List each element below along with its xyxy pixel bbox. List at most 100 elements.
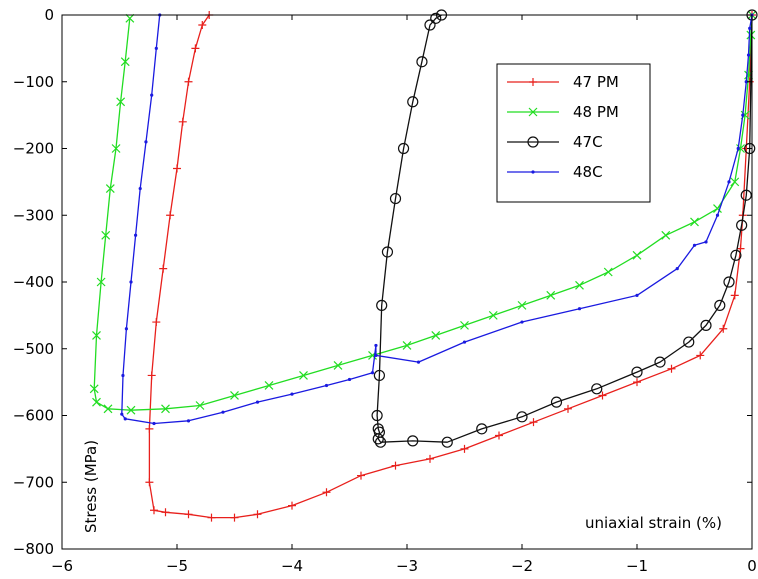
data-point — [116, 97, 126, 107]
data-point — [675, 267, 679, 271]
data-point — [161, 404, 170, 414]
data-point — [154, 46, 158, 50]
data-point — [333, 361, 343, 370]
legend-box — [496, 63, 651, 203]
legend-label: 47 PM — [573, 73, 619, 91]
data-point — [740, 189, 752, 201]
data-point — [426, 454, 434, 463]
data-point — [736, 244, 745, 253]
data-point — [407, 435, 419, 447]
data-point — [744, 142, 756, 155]
data-point — [299, 371, 308, 380]
data-point — [598, 391, 607, 400]
data-point — [517, 300, 527, 310]
data-point — [476, 423, 488, 435]
data-point — [373, 369, 385, 382]
data-point — [145, 478, 154, 487]
legend-marker — [528, 107, 538, 117]
data-point — [736, 219, 748, 231]
data-point — [683, 336, 695, 348]
data-point — [195, 401, 205, 410]
data-point — [120, 57, 130, 67]
data-point — [730, 291, 739, 300]
data-point — [516, 411, 528, 423]
data-point — [371, 409, 383, 422]
data-point — [357, 471, 365, 480]
data-point — [184, 510, 193, 519]
data-point — [253, 510, 262, 519]
y-tick-label: −800 — [13, 540, 54, 558]
data-point — [221, 410, 225, 414]
y-tick-label: −500 — [13, 340, 54, 358]
data-point — [374, 343, 378, 348]
data-point — [186, 419, 191, 423]
x-tick-label: 0 — [747, 557, 757, 575]
data-point — [696, 351, 705, 360]
y-axis-label: Stress (MPa) — [82, 440, 100, 533]
data-point — [741, 113, 745, 117]
data-point — [178, 117, 187, 126]
data-point — [230, 391, 239, 400]
data-point — [723, 276, 735, 288]
data-point — [150, 93, 154, 97]
data-point — [692, 243, 697, 247]
legend-entry-47c: 47C — [507, 133, 603, 151]
y-tick-label: −600 — [13, 407, 54, 425]
x-axis-label: uniaxial strain (%) — [585, 514, 722, 532]
y-tick-label: −300 — [13, 206, 54, 224]
legend-entry-48-pm: 48 PM — [507, 103, 619, 121]
data-point — [416, 56, 428, 68]
data-point — [460, 320, 469, 330]
data-point — [288, 501, 296, 510]
data-point — [161, 508, 170, 517]
y-tick-label: −400 — [13, 273, 54, 291]
data-point — [124, 327, 128, 331]
legend-marker — [529, 78, 537, 86]
y-tick-label: −200 — [13, 140, 54, 158]
data-point — [575, 280, 584, 290]
data-point — [748, 26, 752, 30]
data-point — [96, 277, 106, 287]
data-point — [546, 290, 556, 300]
data-point — [389, 192, 402, 205]
plot-area — [89, 9, 758, 522]
data-point — [129, 280, 133, 284]
data-point — [324, 383, 329, 388]
data-point — [441, 436, 453, 448]
axes: −6 −5 −4 −3 −2 −1 00−100−200−300−400−500−600−7… — [13, 6, 757, 575]
series-line — [376, 14, 753, 443]
data-point — [152, 318, 161, 327]
data-point — [431, 330, 441, 340]
series-48c — [120, 13, 754, 426]
data-point — [198, 21, 207, 30]
data-point — [372, 433, 384, 445]
x-tick-label: −6 — [51, 557, 73, 575]
x-tick-label: −5 — [166, 557, 188, 575]
data-point — [105, 184, 115, 193]
data-point — [520, 320, 524, 324]
data-point — [290, 392, 294, 396]
data-point — [166, 211, 175, 220]
data-point — [134, 233, 138, 237]
data-point — [460, 444, 469, 453]
data-point — [746, 53, 751, 57]
data-point — [402, 340, 412, 350]
data-point — [191, 44, 200, 53]
data-point — [397, 142, 410, 155]
data-point — [144, 140, 148, 144]
data-point — [145, 424, 154, 433]
data-point — [111, 144, 121, 153]
x-tick-label: −3 — [396, 557, 418, 575]
x-tick-label: −2 — [511, 557, 533, 575]
data-point — [631, 366, 643, 378]
data-point — [126, 405, 136, 415]
legend-entry-47-pm: 47 PM — [507, 73, 619, 91]
data-point — [89, 384, 99, 394]
y-tick-label: 0 — [44, 6, 54, 24]
data-point — [92, 330, 101, 340]
y-tick-label: −700 — [13, 473, 54, 491]
x-tick-label: −1 — [626, 557, 648, 575]
data-point — [577, 307, 582, 311]
data-point — [103, 404, 113, 414]
data-point — [121, 373, 125, 378]
